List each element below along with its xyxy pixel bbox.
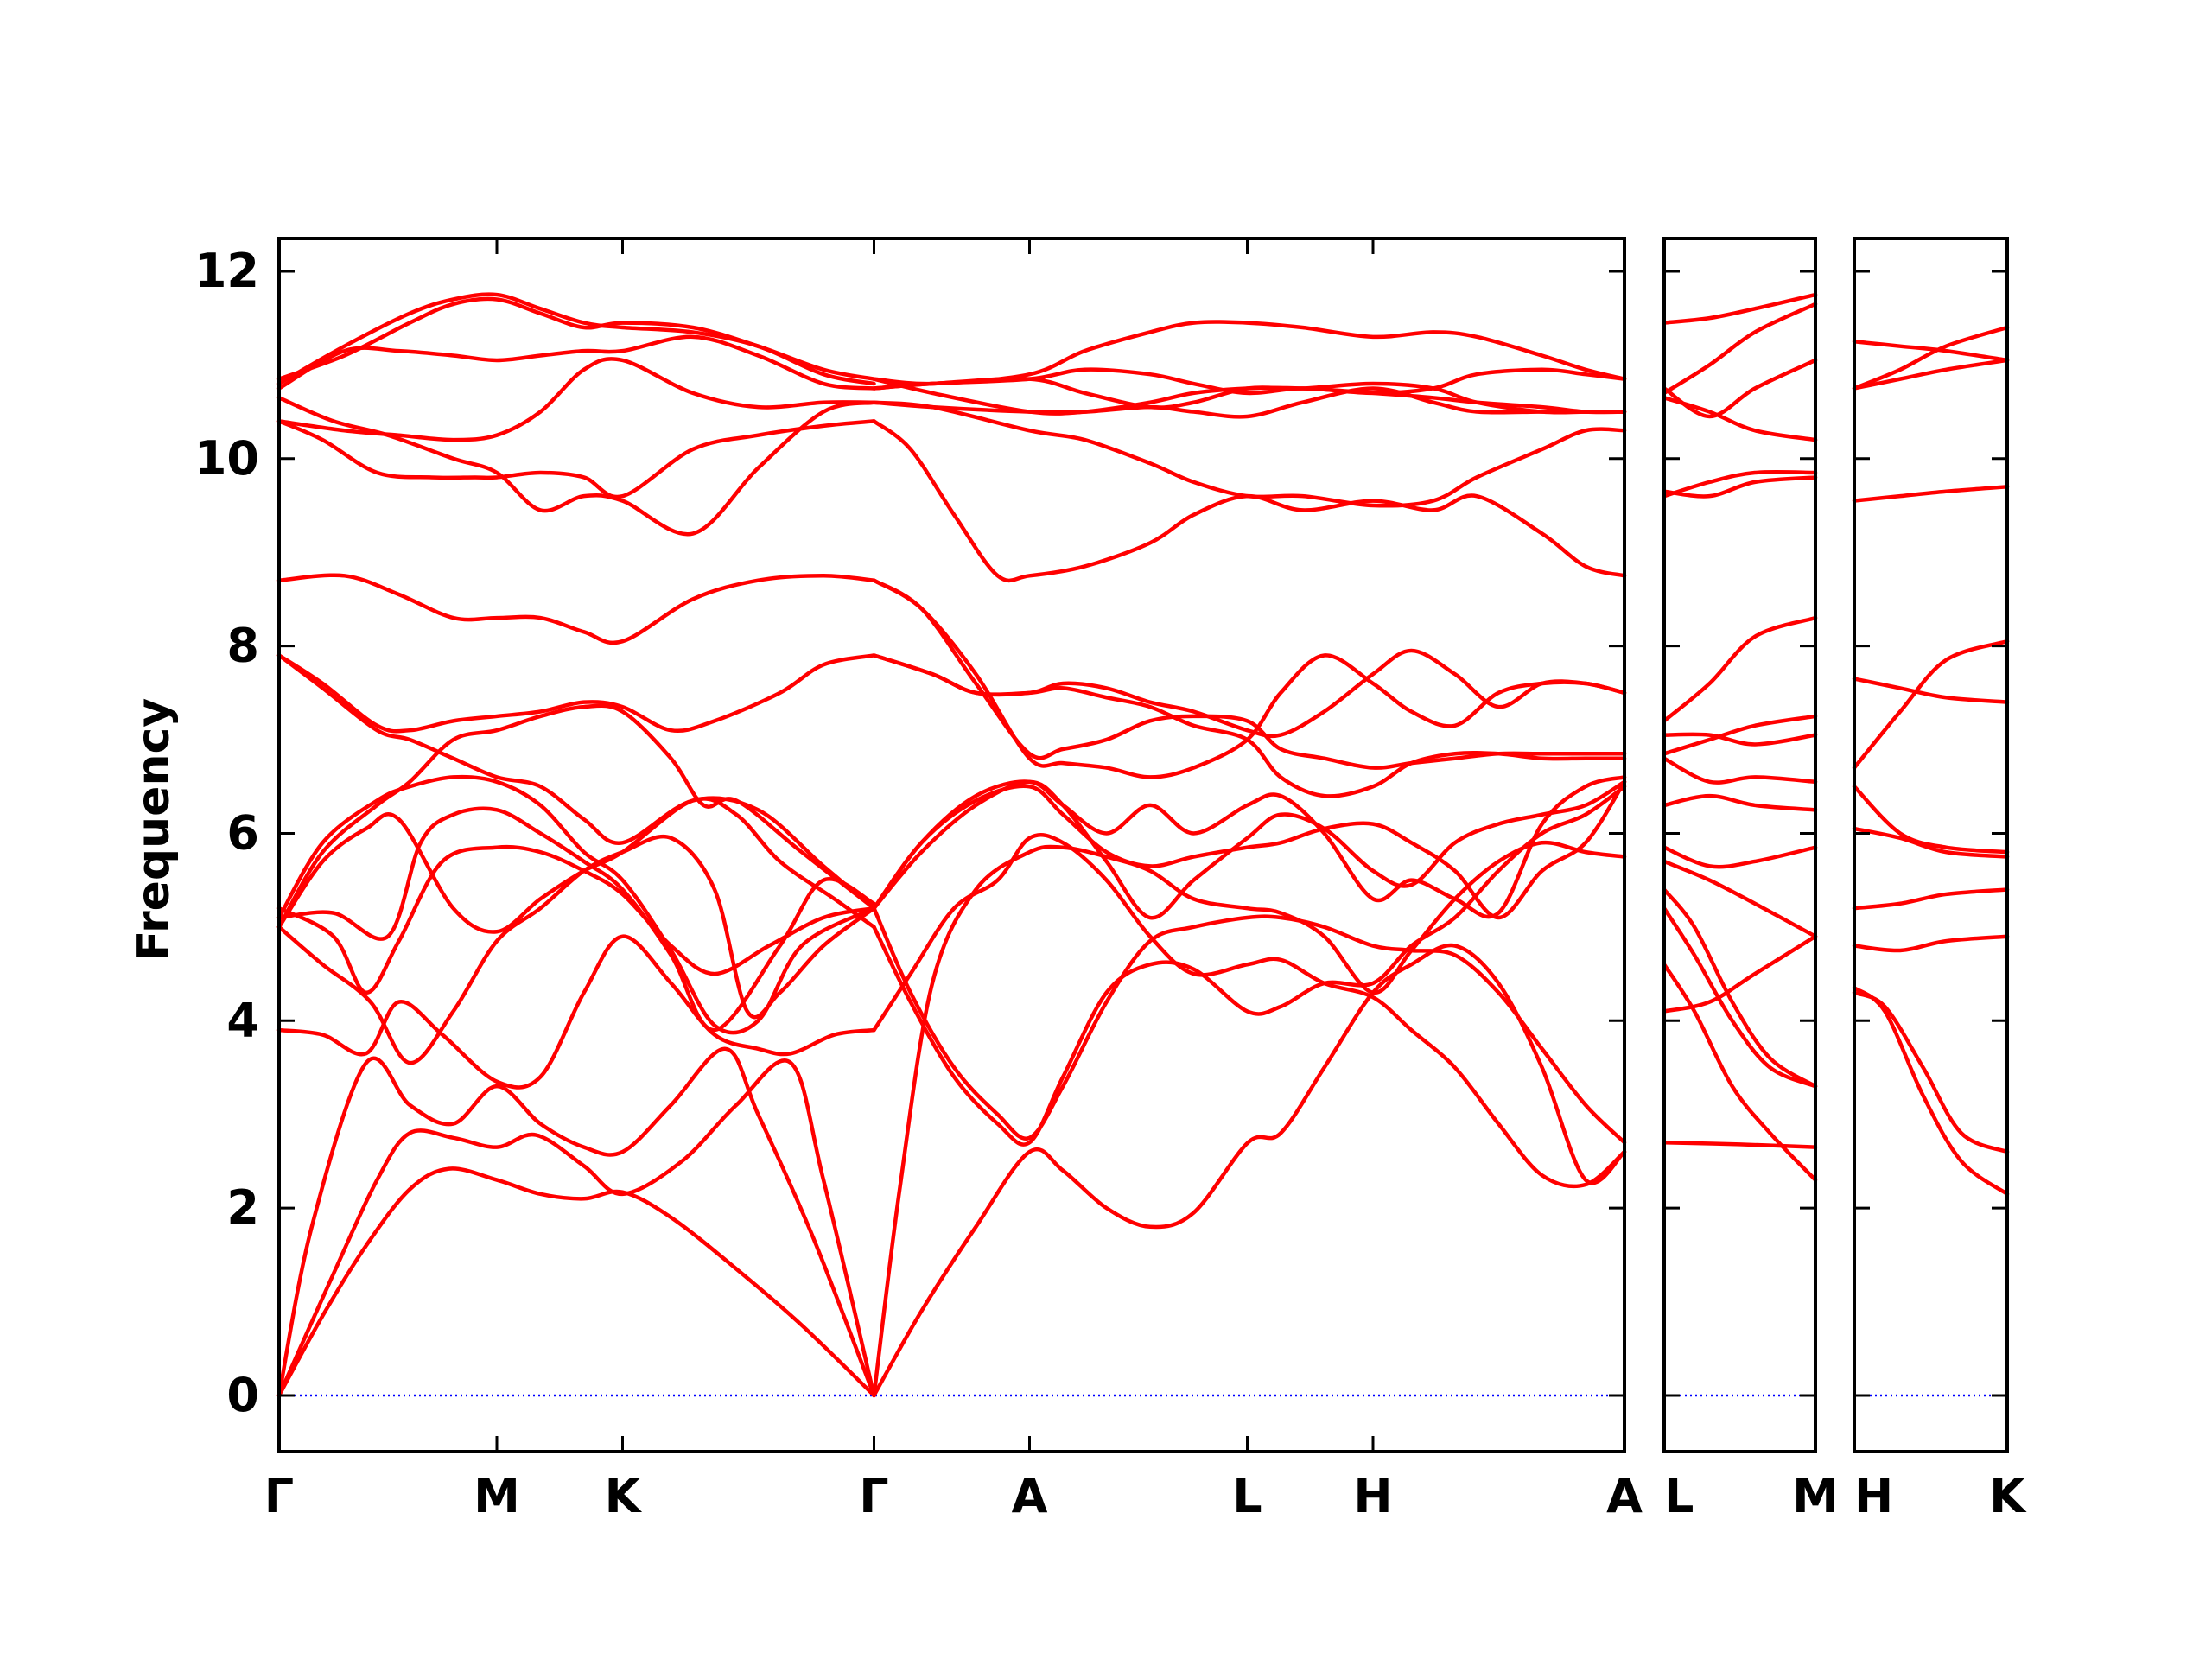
band-line [872, 377, 1627, 415]
band-line [276, 1166, 876, 1398]
band-line [1852, 340, 2010, 363]
band-line [872, 775, 1627, 919]
x-tick-label: K [605, 1469, 643, 1523]
band-line [1662, 793, 1818, 812]
band-line [1852, 934, 2010, 953]
band-line [276, 653, 876, 911]
band-line [1662, 934, 1818, 1014]
band-line [276, 396, 876, 537]
band-line [276, 844, 876, 995]
band-line [276, 797, 876, 934]
band-line [276, 296, 876, 381]
x-tick-label: Γ [859, 1469, 888, 1523]
band-line [1852, 826, 2010, 859]
band-line [1662, 887, 1818, 1089]
y-tick-label: 0 [226, 1368, 259, 1422]
band-line [872, 840, 1627, 1398]
band-line [872, 779, 1627, 920]
y-tick-label: 8 [226, 619, 259, 673]
band-line [872, 320, 1627, 386]
band-line [276, 653, 876, 734]
band-line [872, 653, 1627, 798]
band-line [1662, 302, 1818, 396]
band-line [872, 648, 1627, 739]
plot-frame [277, 237, 1626, 1453]
band-line [872, 906, 1627, 1145]
band-line [1662, 906, 1818, 1089]
band-line [1662, 475, 1818, 499]
band-line [1662, 845, 1818, 869]
band-line [1662, 1140, 1818, 1149]
band-line [1662, 714, 1818, 756]
band-line [872, 377, 1627, 416]
x-tick-label: A [1606, 1469, 1643, 1523]
band-line [276, 806, 876, 1033]
band-line [1852, 358, 2010, 391]
band-line [276, 419, 876, 499]
y-tick-label: 4 [226, 993, 259, 1047]
x-tick-label: K [1989, 1469, 2027, 1523]
band-line [1852, 639, 2010, 770]
band-line [276, 774, 876, 1035]
band-line [872, 400, 1627, 508]
band-line [1662, 732, 1818, 747]
band-line [1662, 962, 1818, 1182]
band-line [1852, 325, 2010, 391]
plot-frame [1662, 237, 1817, 1453]
y-axis-title: Frequency [128, 698, 180, 961]
band-line [1662, 615, 1818, 723]
band-line [1852, 990, 2010, 1154]
band-line [276, 1046, 876, 1398]
y-tick-label: 6 [226, 805, 259, 860]
band-line [872, 578, 1627, 779]
x-tick-label: M [474, 1469, 520, 1523]
band-line [276, 292, 876, 386]
band-line [276, 934, 876, 1090]
y-tick-label: 2 [226, 1180, 259, 1235]
band-line [1662, 358, 1818, 419]
band-line [1852, 887, 2010, 911]
band-line [1852, 784, 2010, 855]
band-line [872, 578, 1627, 770]
band-line [1852, 986, 2010, 1197]
y-tick-label: 10 [194, 431, 259, 486]
band-line [276, 357, 876, 442]
x-tick-label: L [1664, 1469, 1694, 1523]
band-line [1852, 677, 2010, 704]
x-tick-label: H [1854, 1469, 1893, 1523]
band-line [1662, 292, 1818, 325]
band-line [276, 1058, 876, 1398]
band-line [276, 703, 876, 930]
band-line [1662, 469, 1818, 499]
band-line [1662, 756, 1818, 785]
band-line [276, 835, 876, 1065]
plot-frame [1853, 237, 2009, 1453]
band-line [872, 419, 1627, 583]
y-tick-label: 12 [194, 244, 259, 298]
band-line [1662, 859, 1818, 938]
band-line [276, 573, 876, 645]
band-line [276, 334, 876, 391]
x-tick-label: L [1232, 1469, 1262, 1523]
x-tick-label: H [1353, 1469, 1392, 1523]
x-tick-label: Γ [264, 1469, 294, 1523]
band-line [872, 784, 1627, 1147]
x-tick-label: M [1792, 1469, 1839, 1523]
x-tick-label: A [1012, 1469, 1048, 1523]
band-line [872, 833, 1627, 1189]
band-line [1852, 485, 2010, 503]
